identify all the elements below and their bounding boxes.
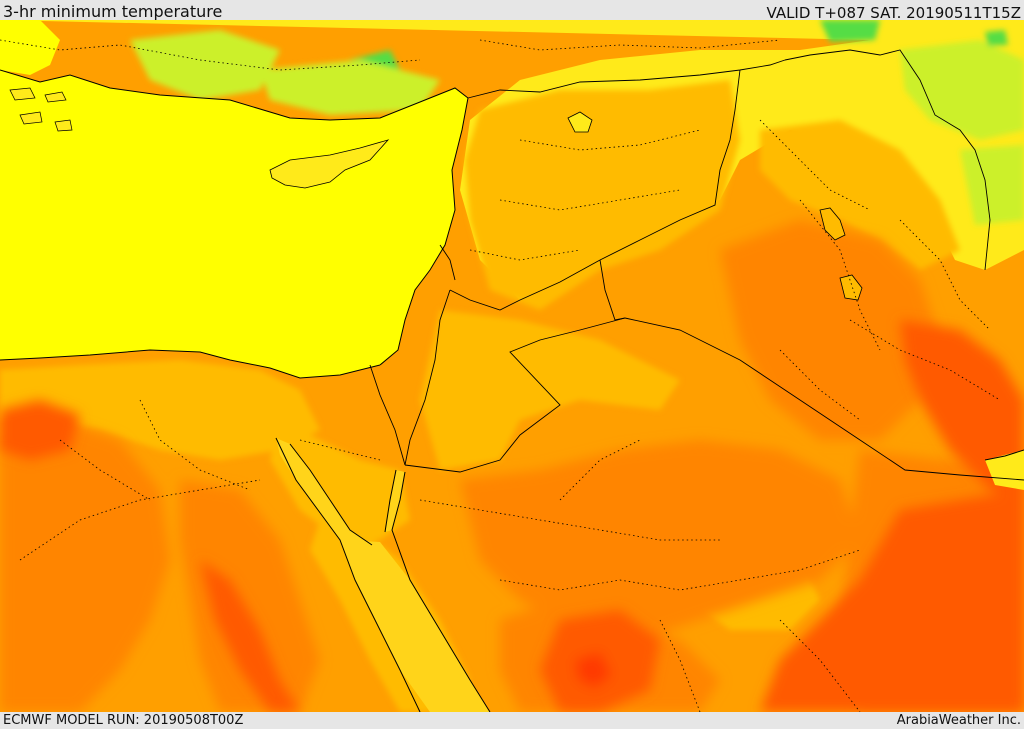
border-turkey-syria [467, 59, 786, 99]
mediterranean-sea [0, 70, 468, 378]
zone-jordan-light [420, 310, 680, 470]
border-lebanon [439, 244, 456, 281]
border-iraq-saudi [624, 317, 1024, 481]
island-3 [19, 111, 43, 125]
red-sea [340, 540, 490, 712]
prov-syria-1 [519, 129, 701, 151]
prov-egypt-1 [19, 479, 261, 561]
zone-green-7 [960, 145, 1024, 225]
prov-sa-4 [779, 619, 861, 712]
coast-redsea-east [391, 471, 491, 712]
island-1 [9, 87, 36, 101]
coast-turkey [0, 69, 469, 121]
map-panel[interactable] [0, 20, 1024, 712]
prov-syria-2 [499, 189, 681, 211]
zone-hot-hotspot [575, 652, 612, 688]
coast-suez-east [289, 443, 373, 546]
border-israel-jordan [404, 289, 451, 466]
model-run-label: ECMWF MODEL RUN: 20190508T00Z [3, 713, 244, 728]
province-borders [0, 39, 1001, 712]
gulf-of-aqaba [385, 470, 405, 532]
gulf-of-suez [276, 438, 372, 550]
lake-assad [567, 111, 593, 133]
zone-hot-southeast [760, 490, 1024, 712]
zone-hot-group [0, 320, 1024, 712]
zone-iraq-light [760, 120, 960, 270]
prov-egypt-2 [139, 399, 251, 491]
persian-gulf [985, 450, 1024, 490]
zone-sinai-light [270, 420, 410, 540]
prov-syria-3 [469, 249, 581, 261]
border-egypt-israel [369, 364, 406, 466]
lake-tharthar [819, 207, 846, 241]
zone-green-5 [900, 40, 1024, 140]
zone-green-6 [985, 30, 1008, 46]
zone-iraq-south [720, 220, 940, 440]
footer-bar: ECMWF MODEL RUN: 20190508T00Z ArabiaWeat… [0, 712, 1024, 729]
coast-suez-west [275, 437, 421, 712]
coast-egypt [0, 349, 381, 379]
prov-turkey-2 [479, 39, 781, 51]
prov-iraq-1 [759, 119, 871, 211]
zone-egypt-light [0, 360, 320, 460]
border-syria-iraq [599, 69, 741, 261]
prov-sa-5 [559, 439, 641, 501]
aegean-islands [9, 87, 73, 132]
prov-egypt-3 [59, 439, 151, 501]
prov-iraq-2 [799, 199, 881, 351]
zone-egypt-west [0, 420, 170, 712]
prov-sa-1 [419, 499, 720, 541]
coastlines [0, 69, 1024, 712]
credit-label: ArabiaWeather Inc. [896, 713, 1021, 728]
map-title: 3-hr minimum temperature [3, 2, 223, 21]
coast-levant [379, 97, 469, 366]
border-syria-jordan [449, 259, 601, 311]
zone-green-4 [820, 20, 880, 42]
island-4 [54, 119, 73, 132]
border-jordan-saudi [404, 317, 626, 473]
island-2 [44, 91, 67, 103]
lake-razzaza [839, 274, 863, 301]
temperature-map[interactable] [0, 20, 1024, 712]
aegean-sea [0, 20, 60, 75]
zone-hot-nile [200, 560, 300, 712]
prov-iraq-5 [779, 349, 861, 421]
zone-hot-egypt-north [0, 400, 80, 460]
coast-aqaba-west [384, 469, 397, 533]
prov-sinai [299, 439, 381, 461]
country-borders [369, 49, 1024, 481]
prov-iraq-3 [899, 219, 991, 331]
zone-cool-group [130, 20, 1024, 225]
border-iraq-turkey [784, 49, 991, 271]
cyprus [269, 139, 390, 189]
zone-egypt-east [180, 480, 320, 712]
zone-hot-east [900, 320, 1024, 500]
coast-gulf-north [984, 449, 1024, 461]
header-bar: 3-hr minimum temperature VALID T+087 SAT… [0, 0, 1024, 22]
valid-time: VALID T+087 SAT. 20190511T15Z [766, 4, 1021, 22]
prov-sa-3 [659, 619, 701, 712]
zone-green-1 [130, 30, 280, 100]
zone-green-3 [260, 60, 440, 115]
